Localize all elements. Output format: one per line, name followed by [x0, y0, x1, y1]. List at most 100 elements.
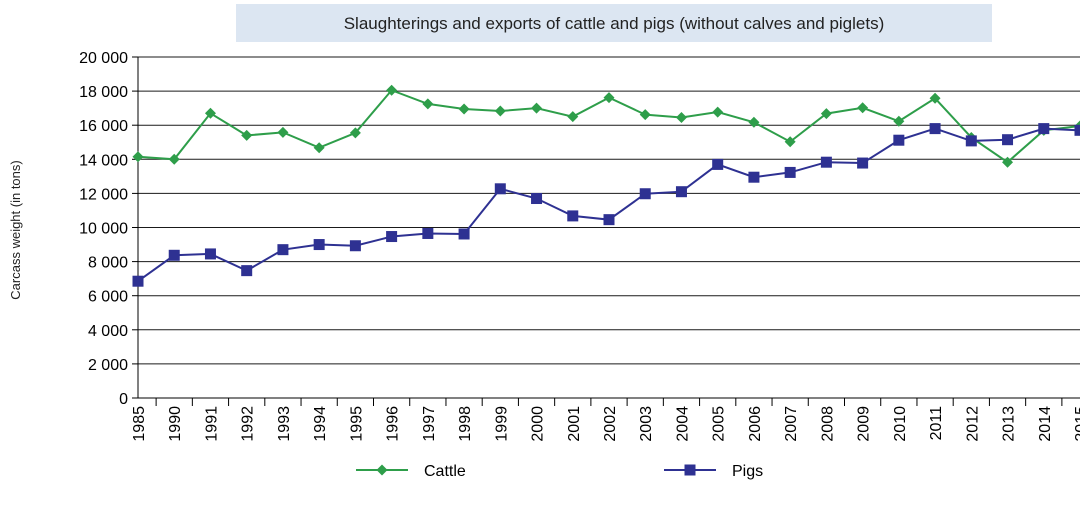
data-point-pigs	[748, 171, 760, 183]
y-tick-label: 10 000	[79, 221, 128, 238]
data-point-pigs	[132, 275, 144, 287]
x-tick-label: 2014	[1037, 406, 1054, 442]
x-tick-label: 2006	[747, 406, 764, 442]
data-point-cattle	[168, 153, 180, 165]
data-point-cattle	[748, 116, 760, 128]
y-tick-label: 8 000	[88, 255, 128, 272]
data-point-cattle	[929, 92, 941, 104]
x-tick-label: 2005	[711, 406, 728, 442]
y-tick-label: 2 000	[88, 357, 128, 374]
x-tick-label: 2009	[856, 406, 873, 442]
x-tick-label: 1995	[348, 406, 365, 442]
y-axis-label: Carcass weight (in tons)	[8, 160, 23, 299]
series-layer	[132, 84, 1080, 287]
data-point-pigs	[277, 244, 289, 256]
y-tick-label: 14 000	[79, 152, 128, 169]
x-tick-label: 2001	[566, 406, 583, 442]
data-point-pigs	[204, 248, 216, 260]
data-point-pigs	[603, 214, 615, 226]
data-point-pigs	[857, 157, 869, 169]
data-point-cattle	[712, 106, 724, 118]
data-point-pigs	[494, 183, 506, 195]
legend-item-cattle: Cattle	[356, 463, 466, 480]
data-point-cattle	[1002, 156, 1014, 168]
data-point-cattle	[857, 102, 869, 114]
data-point-pigs	[784, 166, 796, 178]
data-point-pigs	[1038, 123, 1050, 135]
data-point-pigs	[349, 240, 361, 252]
y-tick-label: 20 000	[79, 50, 128, 67]
data-point-cattle	[675, 112, 687, 124]
data-point-pigs	[1002, 134, 1014, 146]
x-tick-label: 2003	[638, 406, 655, 442]
data-point-cattle	[313, 142, 325, 154]
data-point-pigs	[422, 227, 434, 239]
y-tick-label: 16 000	[79, 118, 128, 135]
y-tick-label: 12 000	[79, 186, 128, 203]
x-tick-label: 2012	[964, 406, 981, 442]
data-point-cattle	[386, 84, 398, 96]
data-point-cattle	[639, 109, 651, 121]
data-point-pigs	[241, 265, 253, 277]
data-point-cattle	[422, 98, 434, 110]
data-point-pigs	[675, 186, 687, 198]
data-point-pigs	[639, 188, 651, 200]
y-tick-labels: 0 2 000 4 000 6 000 8 000 10 000 12 000 14 000 1…	[79, 50, 128, 408]
data-point-pigs	[168, 249, 180, 261]
data-point-cattle	[893, 115, 905, 127]
legend-item-pigs: Pigs	[664, 463, 763, 480]
data-point-cattle	[603, 92, 615, 104]
x-tick-label: 1985	[131, 406, 148, 442]
x-tick-label: 1993	[276, 406, 293, 442]
data-point-pigs	[893, 134, 905, 146]
x-tick-label: 1998	[457, 406, 474, 442]
x-tick-label: 2007	[783, 406, 800, 442]
x-tick-label: 2010	[892, 406, 909, 442]
data-point-cattle	[458, 103, 470, 115]
legend: Cattle Pigs	[356, 463, 763, 480]
gridlines	[132, 56, 1080, 406]
data-point-pigs	[1074, 124, 1080, 136]
data-point-pigs	[458, 228, 470, 240]
data-point-pigs	[965, 135, 977, 147]
x-tick-label: 1997	[421, 406, 438, 442]
x-tick-label: 1990	[167, 406, 184, 442]
data-point-pigs	[313, 239, 325, 251]
x-tick-label: 1996	[385, 406, 402, 442]
data-point-cattle	[204, 107, 216, 119]
legend-label: Pigs	[732, 463, 763, 480]
data-point-cattle	[567, 111, 579, 123]
series-pigs	[132, 123, 1080, 287]
x-tick-label: 2008	[819, 406, 836, 442]
data-point-pigs	[567, 210, 579, 222]
y-tick-label: 4 000	[88, 323, 128, 340]
x-tick-label: 1992	[240, 406, 257, 442]
series-line-pigs	[137, 127, 1080, 283]
x-tick-labels: 1985 1990 1991 1992 1993 1994 1995 1996 1997 1998…	[131, 406, 1080, 442]
data-point-pigs	[386, 231, 398, 243]
y-tick-label: 6 000	[88, 289, 128, 306]
x-tick-label: 1994	[312, 406, 329, 442]
y-tick-label: 0	[119, 391, 128, 408]
data-point-cattle	[494, 105, 506, 117]
x-tick-label: 2011	[928, 406, 945, 441]
legend-marker	[376, 464, 388, 476]
title-banner	[236, 4, 992, 42]
y-tick-label: 18 000	[79, 84, 128, 101]
data-point-pigs	[929, 123, 941, 135]
x-tick-label: 2013	[1001, 406, 1018, 442]
data-point-cattle	[349, 127, 361, 139]
data-point-pigs	[531, 193, 543, 205]
x-tick-label: 2000	[530, 406, 547, 442]
data-point-cattle	[241, 129, 253, 141]
data-point-cattle	[132, 151, 144, 163]
x-tick-label: 1991	[203, 406, 220, 442]
data-point-cattle	[820, 108, 832, 120]
x-tick-label: 1999	[493, 406, 510, 442]
data-point-cattle	[784, 136, 796, 148]
x-tick-label: 2002	[602, 406, 619, 442]
legend-marker	[684, 464, 696, 476]
data-point-pigs	[712, 158, 724, 170]
